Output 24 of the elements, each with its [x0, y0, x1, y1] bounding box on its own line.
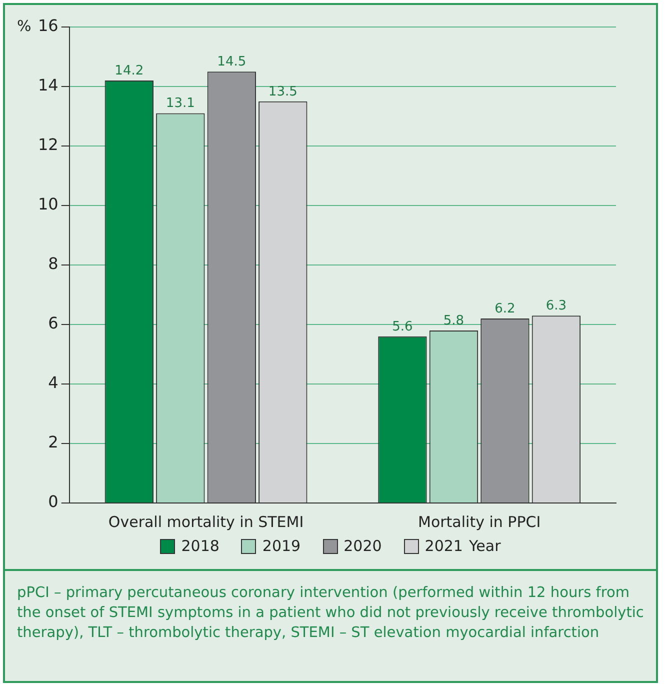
data-label: 6.2	[494, 301, 516, 316]
data-label: 13.5	[268, 84, 298, 100]
y-tick-label: 12	[38, 135, 58, 154]
y-tick-label: 6	[48, 314, 58, 333]
y-tick-label: 2	[48, 432, 58, 452]
legend-label: 2021	[424, 537, 463, 555]
legend-label: 2019	[262, 537, 301, 555]
x-tick-label: Overall mortality in STEMI	[108, 512, 304, 531]
y-tick-label: 14	[38, 76, 58, 95]
x-tick-label: Mortality in PPCI	[418, 512, 541, 531]
y-tick-label: 0	[48, 492, 58, 512]
data-label: 13.1	[166, 96, 195, 112]
y-tick-label: 10	[38, 194, 58, 214]
y-tick-label: 16	[38, 16, 58, 36]
legend-title: Year	[468, 537, 501, 555]
legend-label: 2020	[344, 537, 382, 555]
legend-label: 2018	[181, 537, 220, 555]
text: pPCI – primary percutaneous coronary intervention (performed within 12 hours from the onset of STEMI symptoms in a patient who did not previously receive thrombolytic therapy), TLT – thrombolytic therapy, STEMI – ST elevation myocardial infarction	[5, 569, 656, 643]
data-label: 14.5	[217, 54, 246, 70]
data-label: 14.2	[114, 63, 144, 78]
y-tick-label: 4	[48, 373, 58, 392]
data-label: 6.3	[546, 298, 567, 314]
y-axis-title: %	[17, 16, 32, 35]
y-tick-label: 8	[48, 254, 58, 274]
